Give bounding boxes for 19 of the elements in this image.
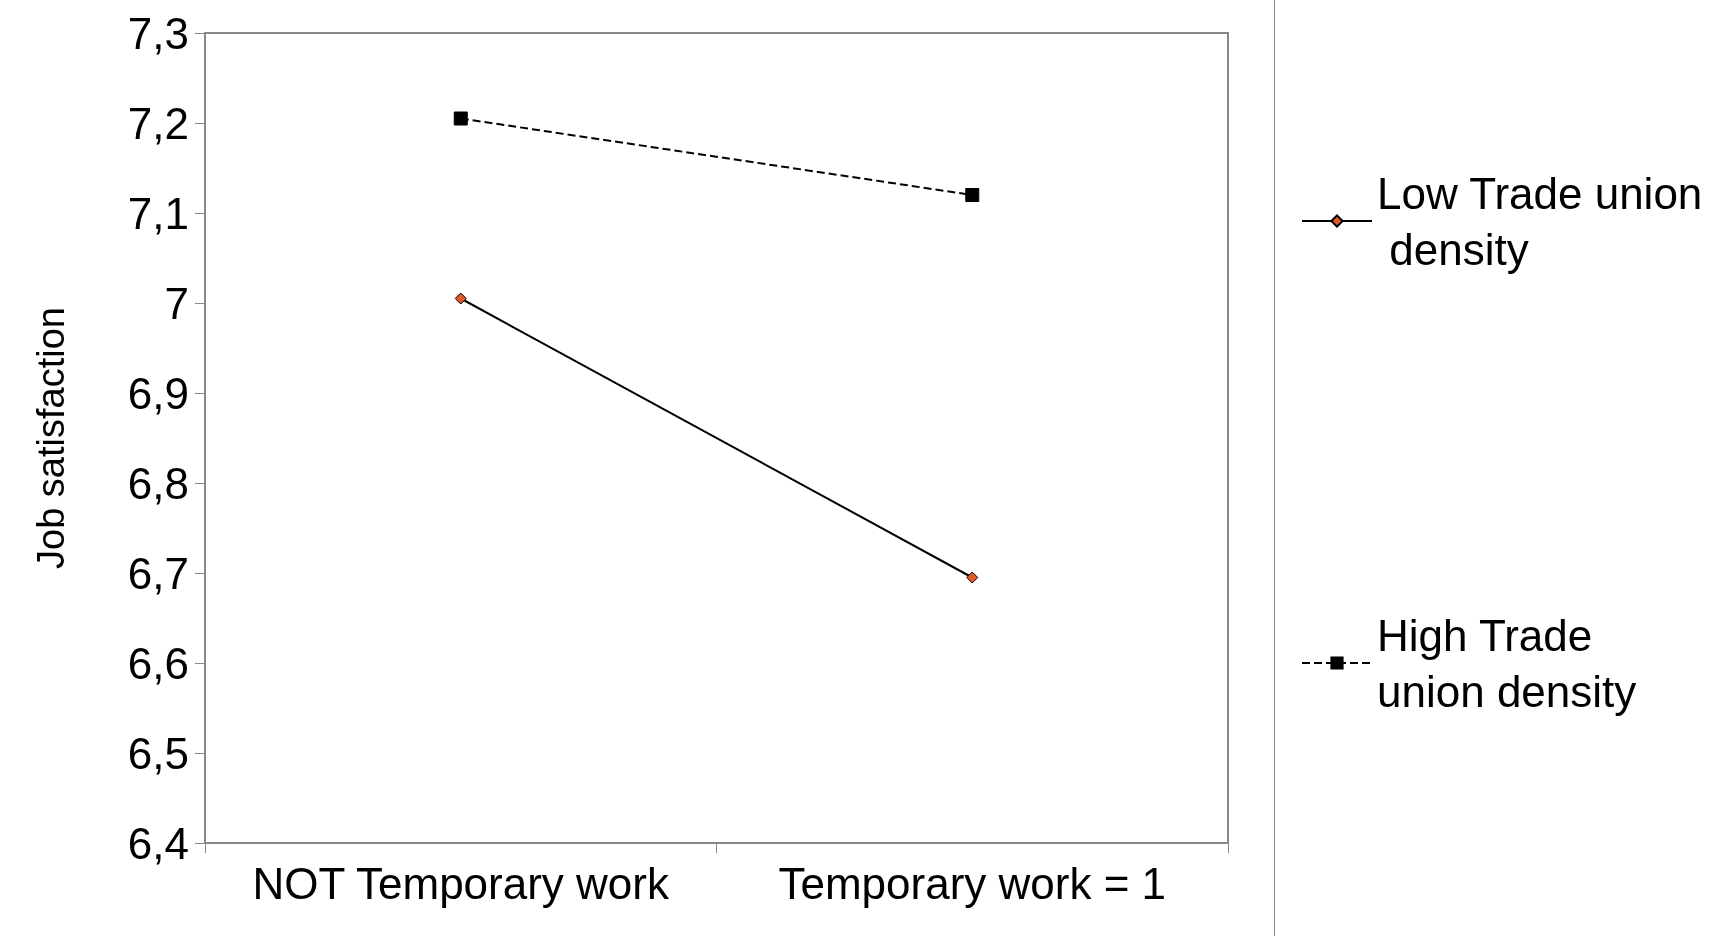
point <box>965 188 980 202</box>
y-axis-title: Job satisfaction <box>30 307 72 569</box>
y-tick-label: 7,1 <box>127 188 189 238</box>
legend-label: Low Trade union density <box>1377 168 1703 274</box>
point <box>966 571 979 584</box>
y-tick-label: 6,5 <box>127 728 189 778</box>
y-tick-label: 6,6 <box>127 638 189 688</box>
y-tick-label: 7,2 <box>127 98 189 148</box>
point <box>453 111 468 126</box>
y-tick-label: 6,8 <box>127 458 189 508</box>
y-tick-label: 6,4 <box>127 818 189 868</box>
point <box>454 292 467 305</box>
y-tick-label: 7,3 <box>127 8 189 58</box>
legend-label: High Trade union density <box>1377 610 1637 716</box>
y-tick-label: 7 <box>164 278 189 328</box>
x-tick-label: NOT Temporary work <box>252 858 670 908</box>
y-tick-label: 6,7 <box>127 548 189 598</box>
x-tick-label: Temporary work = 1 <box>778 858 1167 908</box>
y-tick-label: 6,9 <box>127 368 189 418</box>
